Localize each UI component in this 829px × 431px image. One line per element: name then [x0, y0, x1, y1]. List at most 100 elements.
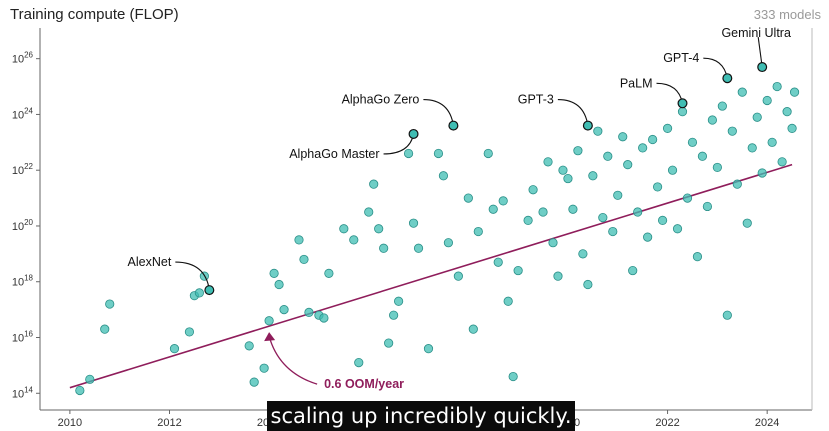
data-point [702, 201, 713, 212]
annotated-point [204, 285, 215, 296]
data-point [433, 148, 444, 159]
data-point [299, 254, 309, 265]
y-tick-label: 1018 [12, 274, 34, 289]
data-point [498, 196, 508, 206]
data-point [623, 160, 633, 170]
trend-line-group [69, 163, 793, 389]
data-point [413, 243, 424, 253]
data-point [508, 371, 518, 382]
data-point [473, 226, 483, 237]
data-point [682, 193, 693, 203]
data-point [618, 132, 628, 142]
data-point [789, 87, 800, 97]
data-point [100, 324, 110, 334]
data-point [389, 310, 399, 320]
data-point [662, 123, 673, 133]
data-point [543, 157, 553, 167]
data-point [652, 182, 663, 192]
data-point [438, 171, 449, 181]
data-point [772, 81, 782, 92]
data-point [85, 374, 95, 384]
data-point [548, 238, 558, 248]
data-point [523, 215, 533, 225]
data-point [349, 235, 359, 245]
y-tick-label: 1020 [12, 218, 34, 233]
x-tick-label: 2024 [755, 417, 779, 429]
data-point [528, 185, 538, 195]
data-point [787, 123, 797, 133]
data-point [633, 207, 643, 217]
data-point [593, 126, 603, 136]
data-point [249, 377, 259, 387]
data-point [105, 299, 115, 309]
annotated-point [582, 120, 593, 131]
data-point [453, 271, 463, 281]
annotation-label: AlphaGo Master [289, 147, 379, 161]
y-tick-label: 1022 [12, 162, 34, 177]
annotation-leader [175, 261, 210, 291]
data-point [598, 213, 608, 223]
data-point [408, 218, 419, 228]
annotation-leader [423, 99, 454, 126]
data-point [304, 307, 314, 318]
data-point [463, 193, 473, 203]
data-point [379, 243, 389, 253]
trend-label-arrow [268, 335, 318, 385]
trend-line [69, 163, 793, 389]
y-tick-label: 1016 [12, 330, 34, 345]
annotation-label: AlexNet [128, 255, 172, 269]
x-tick-label: 2022 [655, 417, 679, 429]
data-point [319, 313, 329, 323]
data-point [279, 305, 289, 315]
data-point [692, 252, 703, 262]
annotation-label: GPT-4 [663, 51, 699, 65]
x-tick-label: 2010 [58, 417, 82, 429]
data-point [677, 107, 688, 117]
annotation-label: GPT-3 [518, 93, 554, 107]
data-point [339, 224, 349, 234]
data-point [394, 296, 404, 306]
data-point [603, 151, 613, 161]
data-point [324, 268, 334, 278]
data-point [767, 137, 777, 147]
data-point [608, 226, 618, 237]
data-point [712, 162, 722, 173]
model-count: 333 models [754, 7, 822, 22]
data-point [488, 204, 498, 214]
data-point [722, 310, 732, 320]
data-point [274, 279, 284, 290]
data-point [628, 265, 638, 276]
x-tick-label: 2012 [157, 417, 181, 429]
chart-title: Training compute (FLOP) [10, 6, 179, 23]
data-point [369, 179, 379, 189]
data-point [513, 265, 523, 276]
data-point [553, 271, 563, 281]
data-point [568, 204, 578, 214]
data-point [648, 134, 658, 145]
data-point [443, 238, 454, 248]
data-point [264, 316, 274, 326]
data-point [757, 168, 767, 178]
data-point [638, 143, 648, 153]
data-point [75, 385, 85, 396]
data-point [354, 357, 364, 368]
annotation-label: Gemini Ultra [721, 26, 791, 40]
video-caption: scaling up incredibly quickly. [267, 401, 575, 431]
data-point [558, 165, 568, 175]
data-point [169, 344, 180, 354]
data-point [737, 87, 747, 97]
annotated-point [677, 98, 688, 109]
data-point [423, 344, 434, 354]
data-point [493, 257, 503, 267]
data-point [184, 327, 195, 337]
annotated-point [722, 73, 733, 84]
data-point [742, 218, 752, 228]
annotation-label: AlphaGo Zero [342, 93, 420, 107]
data-point [707, 115, 717, 125]
data-point [613, 190, 623, 200]
data-point [643, 232, 653, 242]
data-point [752, 112, 762, 122]
y-tick-label: 1014 [12, 385, 34, 400]
data-point [697, 151, 708, 161]
annotation-leader [557, 99, 589, 126]
